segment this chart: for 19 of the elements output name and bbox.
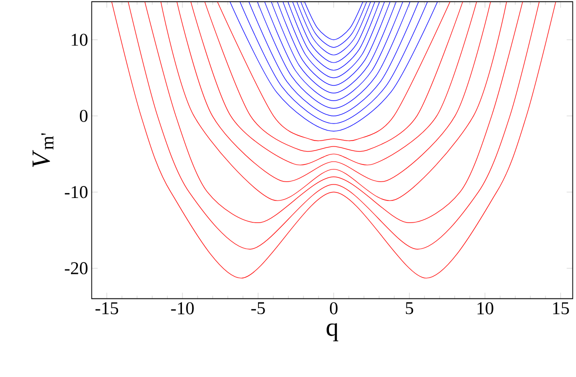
line-series [144, 2, 523, 223]
y-axis-title: V$_{m'}$ [32, 133, 54, 167]
x-tick-label: 15 [553, 302, 569, 314]
line-series [128, 2, 540, 250]
x-axis-title: q [326, 323, 338, 342]
y-tick-label: 0 [80, 110, 88, 122]
x-tick-label: 5 [406, 302, 414, 314]
x-tick-label: 0 [330, 302, 338, 314]
y-tick-label: -20 [64, 262, 88, 274]
y-tick-label: -10 [64, 186, 88, 198]
line-series [160, 2, 507, 201]
line-series [190, 2, 477, 166]
x-tick-label: 10 [478, 302, 494, 314]
x-tick-label: -10 [171, 302, 194, 314]
x-tick-label: -15 [96, 302, 118, 314]
y-tick-label: 10 [72, 34, 88, 46]
line-series [111, 2, 556, 278]
x-tick-label: -5 [251, 302, 265, 314]
line-series [176, 2, 491, 182]
